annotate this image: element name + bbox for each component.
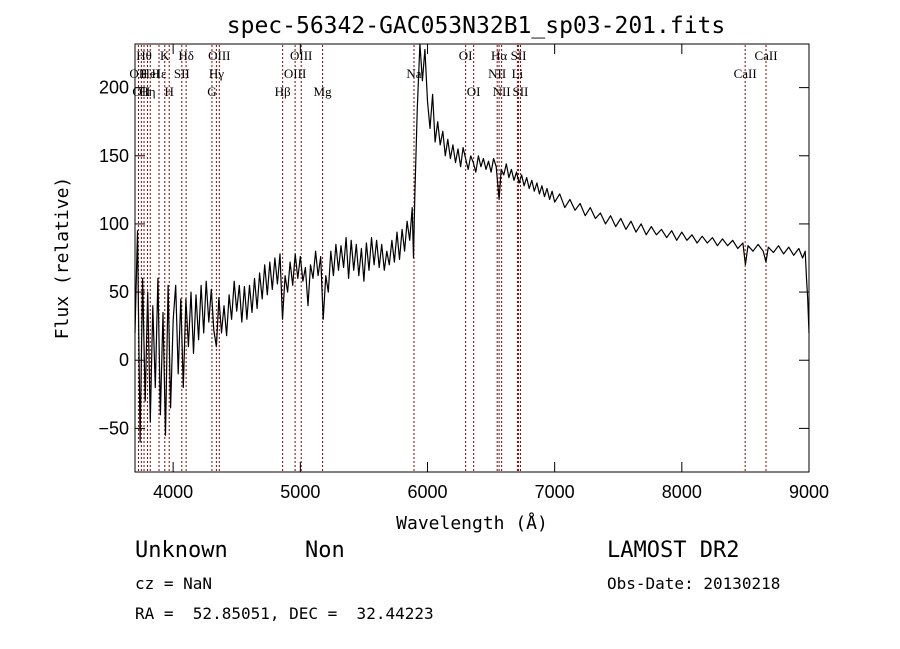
y-tick-label-1: 0 bbox=[119, 350, 129, 370]
object-subclass: Non bbox=[305, 538, 345, 563]
line-label-7-0: H bbox=[165, 84, 174, 99]
line-label-20-0: NII bbox=[488, 66, 506, 81]
sky-coordinates: RA = 52.85051, DEC = 32.44223 bbox=[135, 604, 434, 623]
line-label-22-0: NII bbox=[493, 84, 511, 99]
line-label-18-0: OI bbox=[459, 48, 473, 63]
y-axis-label: Flux (relative) bbox=[52, 177, 73, 340]
line-label-8-0: SII bbox=[174, 66, 190, 81]
line-label-14-0: OIII bbox=[284, 66, 306, 81]
line-label-26-0: CaII bbox=[734, 66, 757, 81]
plot-frame bbox=[134, 43, 810, 473]
y-tick-label-4: 150 bbox=[99, 146, 129, 166]
x-tick-label-1: 5000 bbox=[280, 482, 320, 502]
y-axis-ticks: −50 0 50 100 150 200 bbox=[98, 78, 809, 438]
line-label-27-0: CaII bbox=[754, 48, 777, 63]
line-label-2-0: Hθ bbox=[136, 48, 152, 63]
x-axis-label: Wavelength (Å) bbox=[396, 512, 548, 534]
line-label-19-0: OI bbox=[467, 84, 481, 99]
line-label-11-0: Hγ bbox=[209, 66, 224, 81]
line-label-23-0: Li bbox=[512, 66, 524, 81]
y-tick-label-3: 100 bbox=[99, 214, 129, 234]
line-label-16-0: Mg bbox=[314, 84, 333, 99]
y-tick-label-2: 50 bbox=[109, 282, 129, 302]
line-label-25-0: SII bbox=[513, 84, 529, 99]
line-label-21-0: Hα bbox=[491, 48, 507, 63]
chart-title: spec-56342-GAC053N32B1_sp03-201.fits bbox=[227, 13, 726, 39]
survey-name: LAMOST DR2 bbox=[607, 538, 740, 563]
line-label-10-0: G bbox=[207, 84, 216, 99]
line-label-6-0: K bbox=[160, 48, 170, 63]
spectral-line-labels: OIIOIIHθHηHeIHεKHSIIHδGHγOIIIHβOIIIOIIIM… bbox=[129, 48, 777, 99]
line-label-12-0: OIII bbox=[208, 48, 230, 63]
line-label-13-0: Hβ bbox=[275, 84, 291, 99]
spectrum-series-line bbox=[134, 43, 810, 443]
line-label-15-0: OIII bbox=[290, 48, 312, 63]
x-axis-ticks: 4000 5000 6000 7000 8000 9000 bbox=[153, 44, 829, 502]
x-tick-label-5: 9000 bbox=[789, 482, 829, 502]
line-label-0-0: OII bbox=[129, 66, 147, 81]
object-class: Unknown bbox=[135, 538, 228, 563]
redshift-value: cz = NaN bbox=[135, 574, 213, 593]
line-label-3-0: Hη bbox=[139, 84, 155, 99]
y-tick-label-5: 200 bbox=[99, 78, 129, 98]
line-label-9-0: Hδ bbox=[178, 48, 194, 63]
x-tick-label-4: 8000 bbox=[662, 482, 702, 502]
x-tick-label-0: 4000 bbox=[153, 482, 193, 502]
x-tick-label-2: 6000 bbox=[407, 482, 447, 502]
spectral-line-markers bbox=[137, 45, 767, 471]
x-tick-label-3: 7000 bbox=[535, 482, 575, 502]
y-tick-label-0: −50 bbox=[98, 418, 129, 438]
line-label-24-0: SII bbox=[511, 48, 527, 63]
line-label-4-0: HeI bbox=[141, 66, 161, 81]
observation-date: Obs-Date: 20130218 bbox=[607, 574, 781, 593]
line-label-5-0: Hε bbox=[152, 66, 167, 81]
